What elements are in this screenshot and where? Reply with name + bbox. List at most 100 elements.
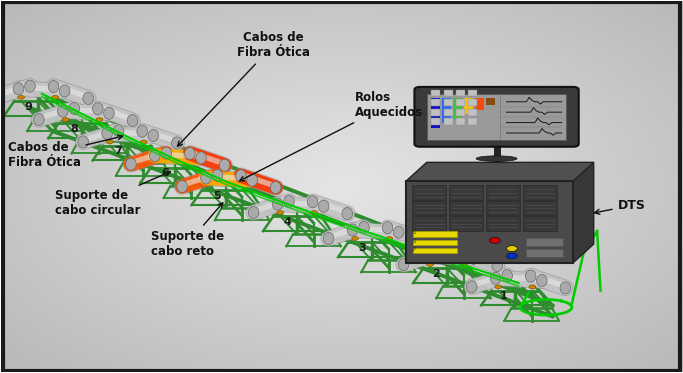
- Ellipse shape: [307, 196, 318, 208]
- Bar: [469, 99, 477, 106]
- Ellipse shape: [236, 170, 247, 182]
- Circle shape: [490, 237, 501, 243]
- Ellipse shape: [33, 113, 44, 126]
- Ellipse shape: [126, 158, 136, 170]
- Ellipse shape: [247, 174, 257, 186]
- Ellipse shape: [347, 224, 358, 236]
- Text: Suporte de
cabo reto: Suporte de cabo reto: [151, 203, 224, 258]
- FancyBboxPatch shape: [522, 185, 557, 200]
- FancyBboxPatch shape: [449, 201, 484, 216]
- Circle shape: [96, 118, 103, 122]
- Ellipse shape: [323, 232, 334, 245]
- Ellipse shape: [382, 222, 393, 234]
- Ellipse shape: [201, 172, 211, 184]
- Text: 1: 1: [500, 291, 507, 301]
- Bar: [432, 119, 441, 125]
- Circle shape: [352, 236, 359, 240]
- Circle shape: [507, 253, 517, 259]
- Ellipse shape: [113, 125, 124, 137]
- Ellipse shape: [422, 250, 433, 262]
- FancyBboxPatch shape: [486, 201, 520, 216]
- Ellipse shape: [560, 282, 571, 294]
- Ellipse shape: [434, 247, 444, 260]
- Circle shape: [52, 95, 59, 99]
- Ellipse shape: [536, 275, 547, 286]
- Text: DTS: DTS: [594, 199, 645, 214]
- Text: 9: 9: [24, 101, 32, 112]
- Circle shape: [18, 95, 25, 99]
- Bar: [432, 109, 441, 116]
- Circle shape: [107, 140, 113, 144]
- Ellipse shape: [150, 150, 160, 162]
- Ellipse shape: [270, 182, 281, 194]
- Ellipse shape: [248, 207, 259, 219]
- Text: Cabos de
Fibra Ótica: Cabos de Fibra Ótica: [178, 31, 310, 146]
- Ellipse shape: [171, 137, 182, 149]
- Ellipse shape: [177, 181, 187, 192]
- Bar: [525, 238, 563, 246]
- Ellipse shape: [104, 107, 114, 119]
- Ellipse shape: [184, 147, 195, 160]
- FancyBboxPatch shape: [486, 216, 520, 231]
- Ellipse shape: [196, 152, 206, 164]
- Polygon shape: [406, 162, 594, 181]
- Text: 2: 2: [432, 269, 439, 279]
- Text: U: U: [413, 231, 416, 235]
- Bar: [413, 232, 458, 237]
- Ellipse shape: [525, 270, 536, 282]
- Bar: [469, 90, 477, 96]
- Bar: [456, 99, 465, 106]
- Bar: [432, 98, 441, 128]
- Bar: [413, 248, 458, 253]
- Polygon shape: [573, 162, 594, 263]
- FancyBboxPatch shape: [449, 185, 484, 200]
- Bar: [454, 98, 462, 119]
- Circle shape: [495, 285, 502, 289]
- Bar: [469, 109, 477, 116]
- Ellipse shape: [457, 248, 468, 260]
- Text: Suporte de
cabo circular: Suporte de cabo circular: [55, 171, 171, 217]
- Ellipse shape: [93, 103, 103, 115]
- Ellipse shape: [102, 127, 113, 140]
- Ellipse shape: [318, 200, 329, 212]
- FancyBboxPatch shape: [413, 201, 447, 216]
- Text: P: P: [413, 247, 415, 252]
- Bar: [525, 249, 563, 257]
- Bar: [475, 98, 484, 110]
- Ellipse shape: [469, 252, 479, 264]
- Bar: [486, 98, 495, 106]
- Ellipse shape: [476, 156, 517, 162]
- Ellipse shape: [342, 207, 352, 220]
- Text: 8: 8: [70, 124, 78, 134]
- Ellipse shape: [78, 136, 89, 148]
- Circle shape: [386, 236, 393, 240]
- Ellipse shape: [502, 270, 512, 282]
- Bar: [413, 239, 458, 245]
- Ellipse shape: [161, 147, 171, 159]
- FancyBboxPatch shape: [406, 181, 573, 263]
- Ellipse shape: [283, 195, 294, 207]
- FancyBboxPatch shape: [415, 87, 579, 147]
- Text: 5: 5: [213, 191, 221, 201]
- Ellipse shape: [212, 169, 223, 181]
- Ellipse shape: [359, 221, 370, 233]
- Circle shape: [529, 285, 535, 289]
- Bar: [432, 99, 441, 106]
- Ellipse shape: [69, 103, 80, 115]
- Bar: [456, 109, 465, 116]
- Ellipse shape: [25, 80, 36, 92]
- Bar: [432, 90, 441, 96]
- Ellipse shape: [466, 281, 477, 293]
- FancyBboxPatch shape: [427, 94, 566, 140]
- Bar: [444, 99, 453, 106]
- Bar: [469, 119, 477, 125]
- Circle shape: [277, 211, 283, 214]
- Ellipse shape: [273, 198, 283, 210]
- Bar: [444, 109, 453, 116]
- Text: 4: 4: [283, 217, 291, 227]
- FancyBboxPatch shape: [413, 216, 447, 231]
- Ellipse shape: [57, 105, 68, 117]
- Circle shape: [62, 118, 69, 122]
- Bar: [443, 98, 451, 123]
- Ellipse shape: [492, 260, 503, 272]
